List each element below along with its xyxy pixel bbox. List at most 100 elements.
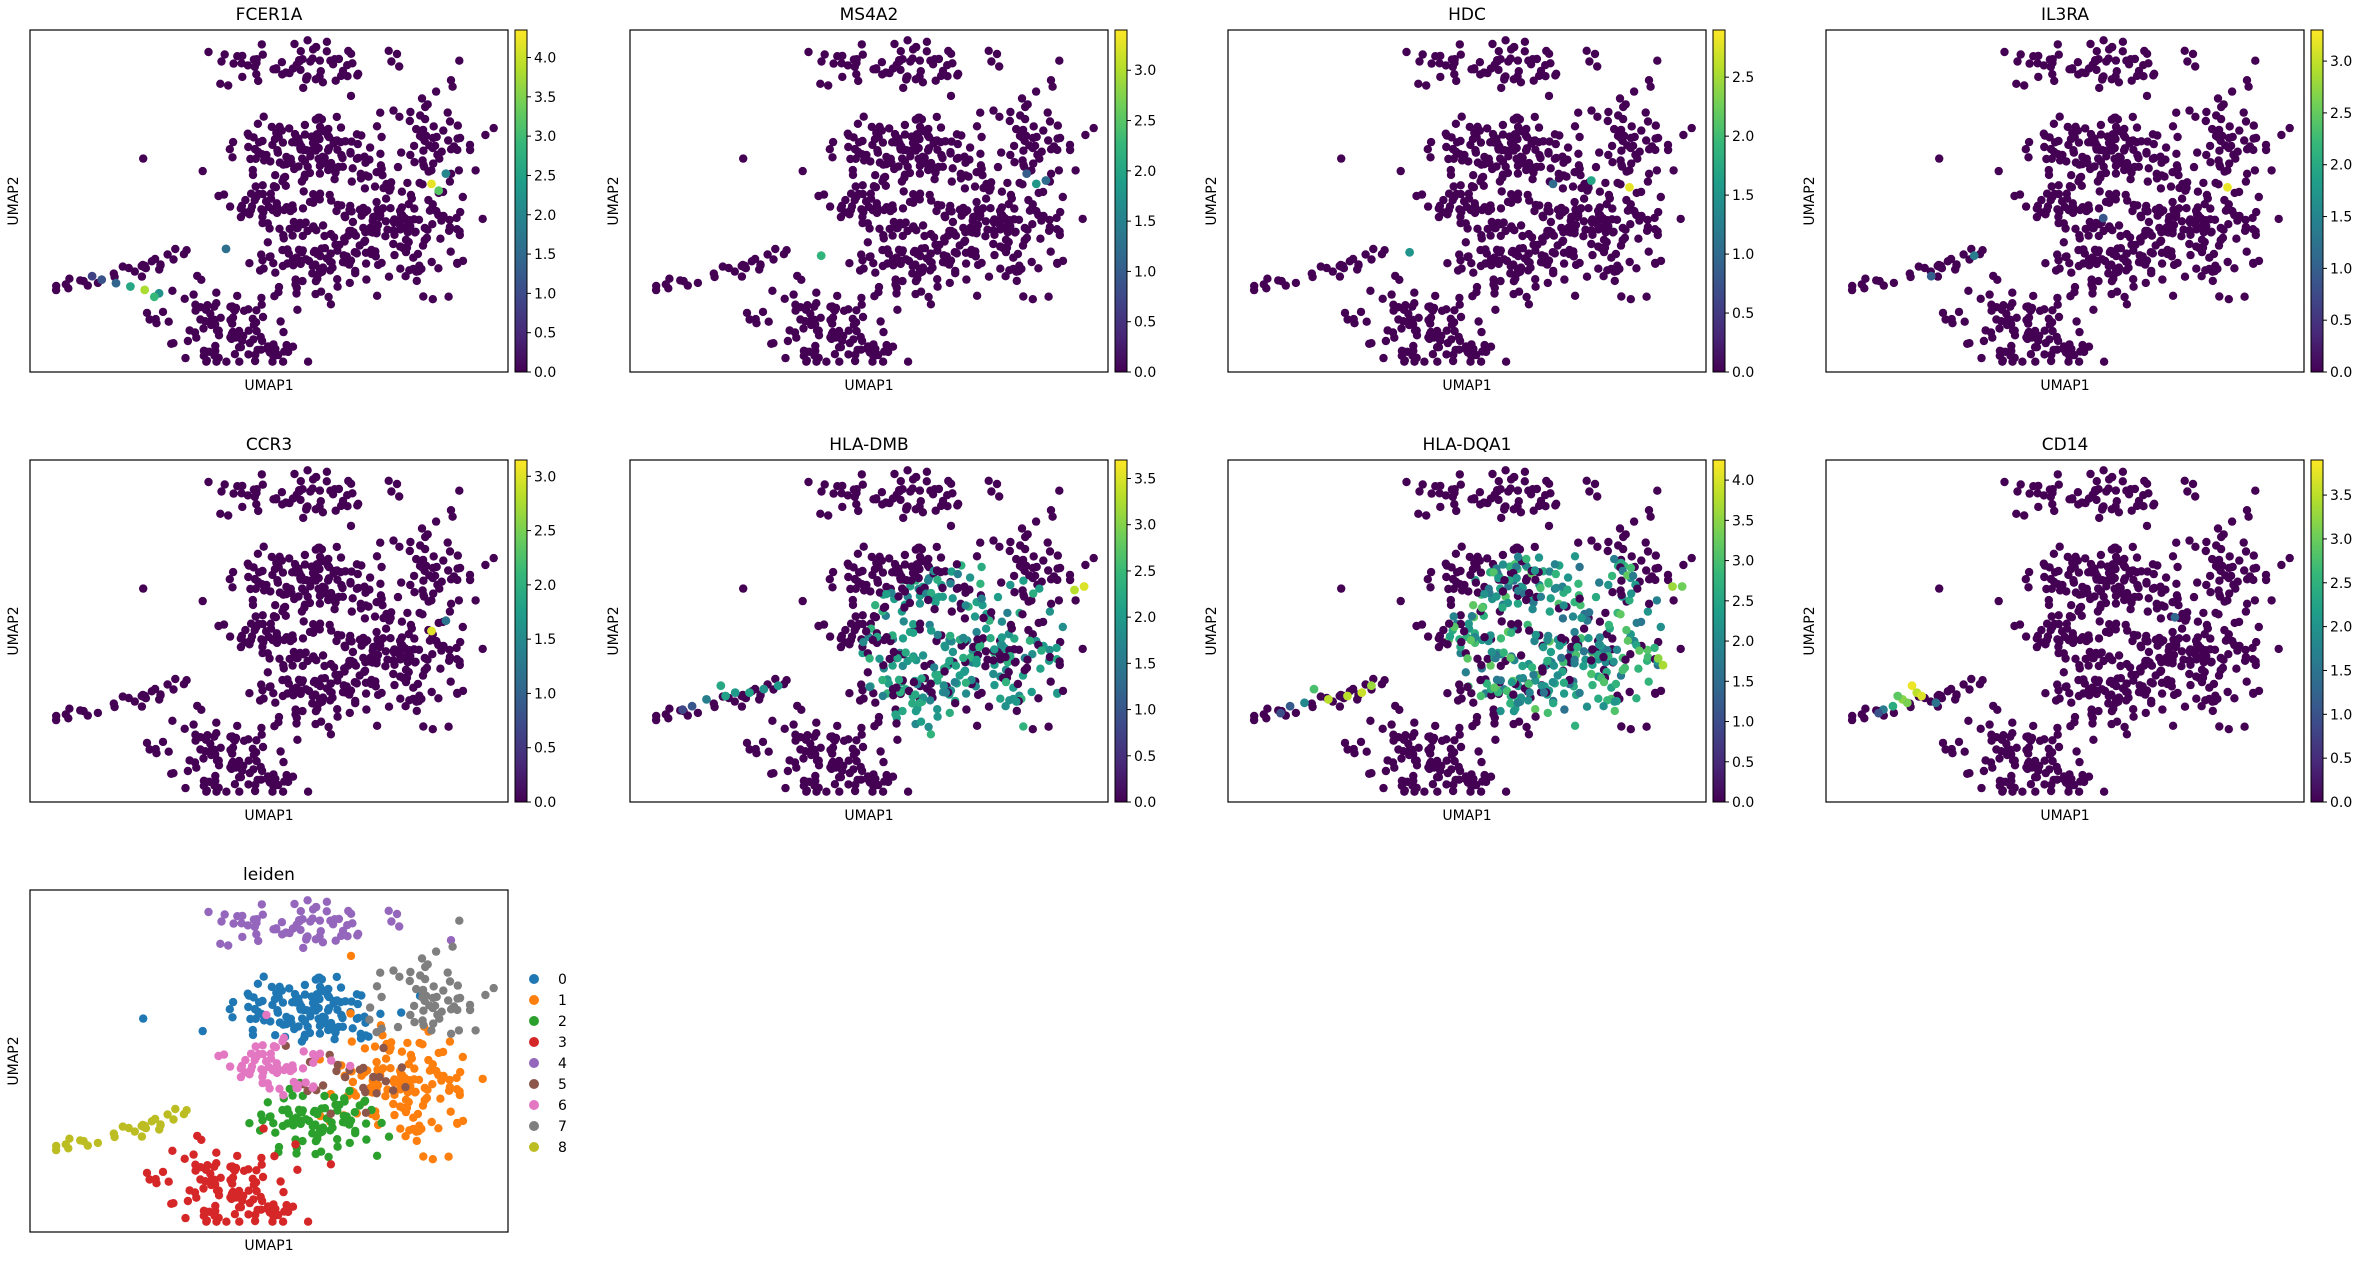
point: [2215, 292, 2224, 301]
point: [908, 269, 917, 278]
point: [1543, 708, 1553, 718]
point: [862, 150, 871, 160]
point: [2116, 231, 2125, 241]
point: [1034, 264, 1043, 273]
point: [868, 787, 877, 796]
point: [216, 313, 225, 322]
point: [1599, 222, 1608, 232]
point: [414, 215, 424, 224]
point: [234, 756, 244, 766]
point: [294, 245, 304, 254]
point: [965, 155, 974, 164]
point: [262, 774, 272, 783]
point: [2020, 81, 2029, 90]
point: [1559, 689, 1569, 698]
x-axis-label: UMAP1: [844, 808, 893, 824]
point: [1457, 694, 1466, 703]
point: [344, 46, 353, 56]
point: [65, 704, 74, 713]
point: [1457, 207, 1466, 217]
point: [1643, 652, 1653, 662]
point: [225, 202, 235, 211]
point: [246, 619, 256, 628]
point: [1574, 149, 1583, 158]
point: [471, 166, 480, 175]
point: [951, 269, 960, 278]
point: [893, 305, 902, 314]
point: [1023, 530, 1032, 539]
point: [478, 644, 487, 654]
point: [318, 651, 328, 660]
point: [436, 234, 445, 243]
point: [997, 148, 1006, 157]
point: [258, 611, 267, 620]
point: [1599, 702, 1608, 711]
point: [309, 628, 318, 637]
point: [1635, 216, 1644, 225]
point: [2041, 210, 2050, 219]
point: [2141, 278, 2150, 288]
point: [327, 258, 336, 267]
point: [889, 217, 898, 227]
point: [1009, 571, 1019, 581]
point: [2090, 56, 2100, 65]
point: [2087, 280, 2096, 289]
point: [1028, 133, 1038, 143]
point: [2219, 100, 2228, 109]
point: [871, 171, 880, 180]
point: [406, 150, 415, 160]
point: [2134, 153, 2143, 163]
point: [2096, 130, 2106, 139]
point: [1861, 274, 1870, 283]
point: [249, 55, 259, 64]
point: [2111, 169, 2121, 178]
point: [2074, 138, 2084, 147]
point: [2044, 170, 2054, 180]
point: [300, 603, 309, 612]
point: [885, 224, 894, 234]
point: [259, 694, 268, 703]
point: [1407, 317, 1416, 326]
point: [2212, 111, 2221, 120]
point: [835, 357, 844, 366]
point: [2168, 229, 2177, 238]
point: [976, 538, 985, 547]
colorbar-tick-label: 0.5: [534, 326, 556, 342]
point: [845, 689, 854, 698]
point: [244, 305, 253, 314]
point: [1433, 357, 1442, 366]
point: [1029, 122, 1038, 131]
point: [423, 530, 432, 539]
point: [2224, 295, 2233, 304]
colorbar-gradient: [1712, 29, 1726, 373]
point: [834, 773, 844, 782]
point: [1476, 138, 1486, 147]
point: [2191, 62, 2200, 71]
point: [948, 594, 957, 603]
point: [1014, 645, 1024, 654]
point: [268, 357, 277, 366]
point: [1498, 120, 1508, 130]
point: [359, 223, 368, 233]
point: [369, 212, 378, 222]
point: [1548, 248, 1558, 257]
point: [2230, 264, 2239, 273]
point: [248, 600, 258, 610]
point: [877, 58, 887, 67]
point: [2210, 215, 2220, 224]
point: [1650, 213, 1659, 223]
point: [262, 580, 271, 590]
point: [2120, 124, 2129, 134]
point: [758, 737, 768, 747]
y-axis-label: UMAP2: [606, 176, 622, 225]
point: [780, 294, 789, 303]
colorbar: 0.00.51.01.52.02.5: [1712, 29, 1754, 381]
point: [372, 197, 381, 207]
point: [1594, 210, 1604, 219]
point: [245, 338, 254, 348]
point: [169, 339, 178, 348]
point: [1058, 622, 1068, 632]
point: [348, 594, 357, 603]
panel-title: CCR3: [246, 435, 292, 455]
point: [1045, 117, 1055, 126]
